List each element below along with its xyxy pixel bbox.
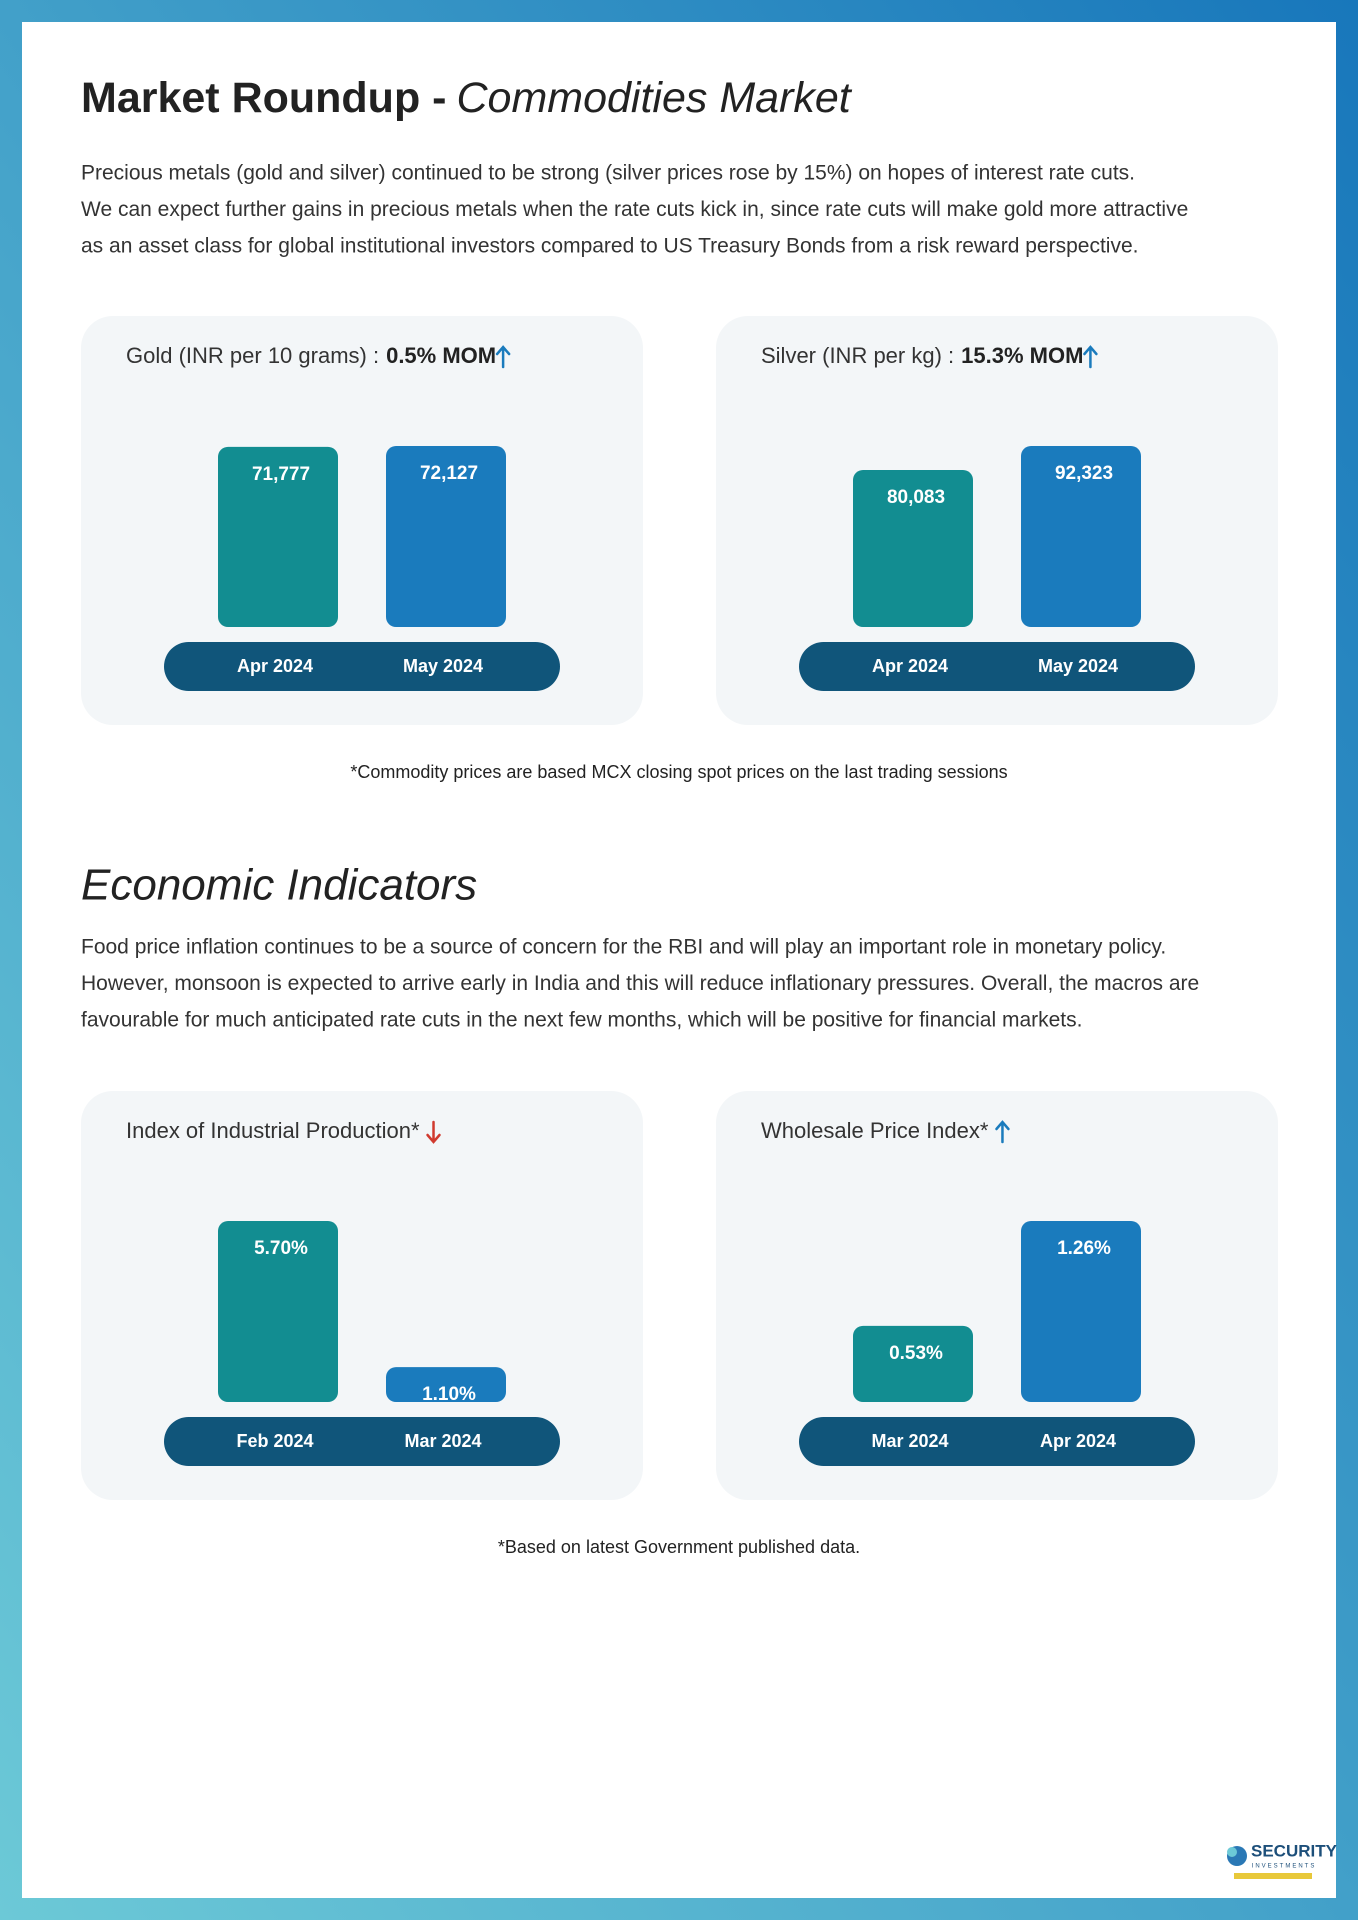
value-label: 5.70% <box>254 1238 308 1259</box>
category-label: May 2024 <box>403 656 483 676</box>
chart-title: Silver (INR per kg) : 15.3% MOM <box>761 343 1083 368</box>
trend-arrow <box>995 1120 1010 1144</box>
bar <box>853 469 973 627</box>
bar <box>386 1367 506 1402</box>
trend-arrow <box>495 345 511 369</box>
category-band <box>164 1417 560 1466</box>
category-label: May 2024 <box>1038 656 1118 676</box>
value-label: 71,777 <box>252 464 310 485</box>
title-italic: Commodities Market <box>456 74 852 122</box>
bar <box>218 1221 338 1402</box>
page-title: Market Roundup - Commodities Market <box>81 74 853 122</box>
logo-name: SECURITY <box>1251 1841 1338 1860</box>
logo: SECURITY INVESTMENTS <box>1227 1841 1338 1879</box>
footnote: *Commodity prices are based MCX closing … <box>350 762 1007 782</box>
chart-card: Wholesale Price Index* 0.53% 1.26% Mar 2024… <box>716 1091 1278 1500</box>
category-label: Mar 2024 <box>404 1431 481 1451</box>
chart-title: Wholesale Price Index* <box>761 1118 989 1143</box>
value-label: 92,323 <box>1055 463 1113 484</box>
chart-title-emphasis: 0.5% MOM <box>386 343 496 368</box>
category-band <box>799 642 1195 691</box>
chart-title-text: Wholesale Price Index* <box>761 1118 989 1143</box>
bar <box>218 446 338 627</box>
chart-title-text: Gold (INR per 10 grams) : <box>126 343 379 368</box>
chart-card: Index of Industrial Production* 5.70% 1.10… <box>81 1091 643 1500</box>
value-label: 80,083 <box>887 487 945 508</box>
paragraph-line: favourable for much anticipated rate cut… <box>81 1009 1082 1032</box>
logo-bar <box>1234 1873 1312 1879</box>
paragraph-line: We can expect further gains in precious … <box>81 198 1188 221</box>
bar <box>1021 446 1141 627</box>
paragraph-line: Food price inflation continues to be a s… <box>81 936 1166 959</box>
category-label: Apr 2024 <box>1040 1431 1116 1451</box>
value-label: 1.26% <box>1057 1238 1111 1259</box>
chart-title-emphasis: 15.3% MOM <box>961 343 1083 368</box>
category-label: Apr 2024 <box>237 656 313 676</box>
section-title: Economic Indicators <box>81 861 477 910</box>
sheet <box>22 22 1336 1898</box>
chart-title: Gold (INR per 10 grams) : 0.5% MOM <box>126 343 496 368</box>
bar <box>386 446 506 627</box>
category-label: Mar 2024 <box>871 1431 948 1451</box>
value-label: 72,127 <box>420 463 478 484</box>
value-label: 1.10% <box>422 1384 476 1405</box>
chart-title: Index of Industrial Production* <box>126 1118 420 1143</box>
bar <box>853 1325 973 1402</box>
logo-subtitle: INVESTMENTS <box>1252 1864 1317 1870</box>
chart-title-text: Silver (INR per kg) : <box>761 343 954 368</box>
chart-card: Gold (INR per 10 grams) : 0.5% MOM 71,777 7… <box>81 316 643 725</box>
logo-icon <box>1227 1847 1237 1857</box>
paragraph-line: as an asset class for global institution… <box>81 235 1138 258</box>
category-label: Apr 2024 <box>872 656 948 676</box>
footnote: *Based on latest Government published da… <box>498 1537 860 1557</box>
chart-card: Silver (INR per kg) : 15.3% MOM 80,083 92,3… <box>716 316 1278 725</box>
paragraph-line: Precious metals (gold and silver) contin… <box>81 162 1135 185</box>
category-band <box>799 1417 1195 1466</box>
trend-arrow <box>426 1120 441 1144</box>
paragraph-line: However, monsoon is expected to arrive e… <box>81 972 1199 995</box>
category-band <box>164 642 560 691</box>
category-label: Feb 2024 <box>236 1431 313 1451</box>
title-bold: Market Roundup - <box>81 74 446 122</box>
bar <box>1021 1221 1141 1402</box>
trend-arrow <box>1083 345 1098 369</box>
value-label: 0.53% <box>889 1343 943 1364</box>
chart-title-text: Index of Industrial Production* <box>126 1118 420 1143</box>
